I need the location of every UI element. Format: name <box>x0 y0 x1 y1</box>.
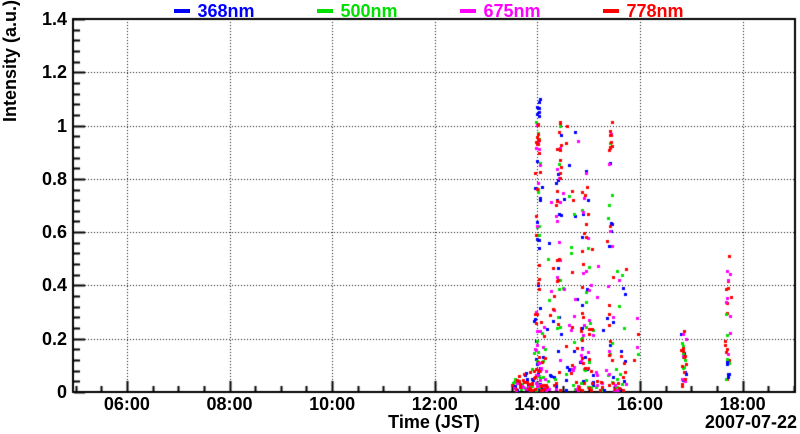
y-tick-label: 0.2 <box>41 328 67 349</box>
legend-label: 675nm <box>483 1 541 21</box>
legend-dash-icon <box>603 9 620 13</box>
legend-label: 500nm <box>340 1 398 21</box>
x-tick-label: 16:00 <box>616 394 664 414</box>
x-tick-label: 06:00 <box>103 394 150 414</box>
y-tick-label: 1.2 <box>41 62 67 83</box>
x-axis-title: Time (JST) <box>388 412 480 432</box>
x-tick-label: 18:00 <box>719 394 766 414</box>
x-tick-label: 08:00 <box>206 394 253 414</box>
legend-item-368nm: 368nm <box>143 1 286 21</box>
legend-dash-icon <box>317 9 334 13</box>
x-tick-label: 10:00 <box>309 394 356 414</box>
x-tick-label: 12:00 <box>411 394 458 414</box>
y-tick-label: 1 <box>56 115 67 136</box>
legend-item-675nm: 675nm <box>429 1 572 21</box>
legend-item-500nm: 500nm <box>286 1 429 21</box>
legend-label: 778nm <box>626 1 684 21</box>
y-tick-label: 1.4 <box>41 9 67 29</box>
x-tick-label: 14:00 <box>514 394 561 414</box>
date-label: 2007-07-22 <box>704 412 797 432</box>
legend-label: 368nm <box>197 1 255 21</box>
legend: 368nm 500nm 675nm 778nm <box>143 0 715 22</box>
legend-dash-icon <box>460 9 477 13</box>
y-tick-label: 0.6 <box>41 222 67 243</box>
y-tick-label: 0.4 <box>41 275 67 296</box>
y-tick-label: 0.8 <box>41 168 67 189</box>
y-tick-label: 0 <box>56 382 67 402</box>
legend-item-778nm: 778nm <box>572 1 715 21</box>
legend-dash-icon <box>174 9 191 13</box>
